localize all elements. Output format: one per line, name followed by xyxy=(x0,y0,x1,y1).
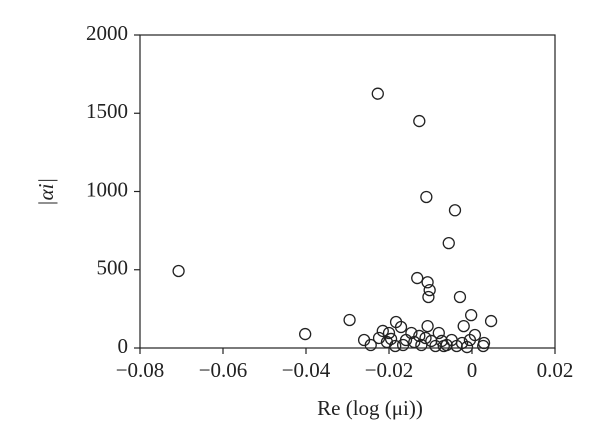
point xyxy=(421,276,434,289)
point xyxy=(411,271,424,285)
x-tick-label: −0.08 xyxy=(116,358,165,382)
y-axis-label: |αi| xyxy=(34,178,58,206)
point xyxy=(371,87,384,100)
point xyxy=(384,332,398,346)
point xyxy=(343,313,356,327)
point xyxy=(372,331,386,345)
point xyxy=(376,324,389,338)
point xyxy=(172,264,185,278)
plot-frame xyxy=(139,34,556,349)
point xyxy=(437,339,450,353)
point xyxy=(442,236,455,250)
x-tick-label: 0.02 xyxy=(537,358,574,382)
point xyxy=(453,290,467,304)
point xyxy=(394,320,408,334)
point xyxy=(477,339,490,353)
y-tick-label: 2000 xyxy=(86,21,128,45)
y-tick-label: 500 xyxy=(97,256,129,280)
y-tick-label: 0 xyxy=(118,334,129,358)
point xyxy=(463,333,477,347)
point xyxy=(389,339,402,353)
point xyxy=(432,326,445,340)
point xyxy=(448,204,462,217)
point xyxy=(460,340,474,354)
point xyxy=(421,319,434,333)
point xyxy=(413,329,426,343)
x-tick-label: −0.06 xyxy=(199,358,248,382)
y-tick-label: 1000 xyxy=(86,177,128,201)
point xyxy=(396,338,410,352)
point xyxy=(382,326,396,340)
x-tick-label: 0 xyxy=(467,358,478,382)
point xyxy=(405,326,418,340)
x-axis-label: Re (log (μi)) xyxy=(317,396,423,420)
point xyxy=(423,283,436,297)
point xyxy=(299,327,312,341)
y-tick-label: 1500 xyxy=(86,99,128,123)
point xyxy=(457,319,470,333)
point xyxy=(413,114,426,128)
point xyxy=(364,338,377,352)
point xyxy=(380,335,394,349)
point xyxy=(465,308,478,322)
x-tick-label: −0.02 xyxy=(365,358,414,382)
point xyxy=(419,331,432,345)
point xyxy=(484,314,498,328)
point xyxy=(420,190,433,204)
point xyxy=(422,290,435,304)
x-tick-label: −0.04 xyxy=(282,358,331,382)
